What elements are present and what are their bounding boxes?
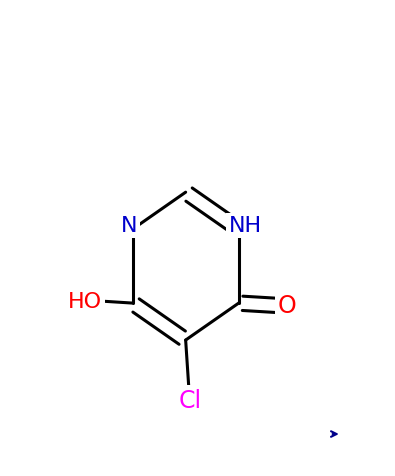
Text: HO: HO: [68, 291, 102, 311]
Text: O: O: [277, 294, 296, 318]
Text: NH: NH: [228, 216, 261, 236]
Text: N: N: [121, 216, 138, 236]
Text: Cl: Cl: [179, 388, 201, 412]
